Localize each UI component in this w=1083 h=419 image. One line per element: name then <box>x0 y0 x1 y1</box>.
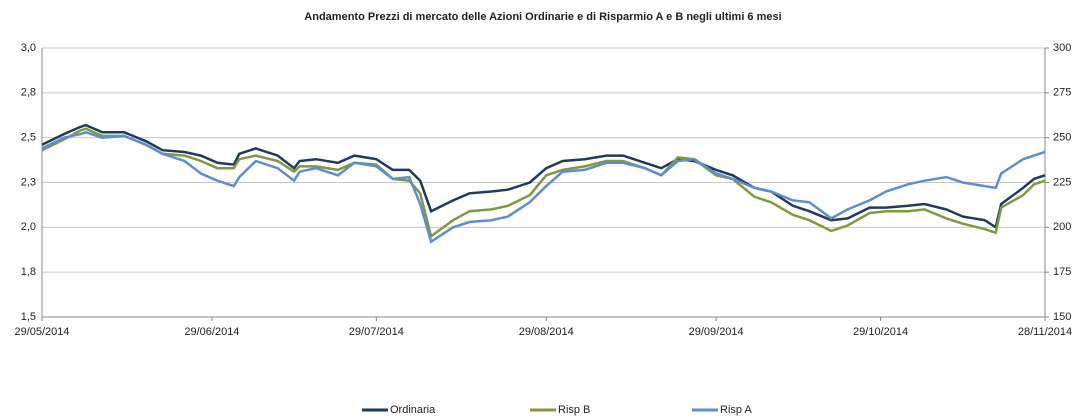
y-tick-label: 2,8 <box>21 87 36 99</box>
x-tick-label: 28/11/2014 <box>1018 326 1072 338</box>
y2-tick-label: 225 <box>1053 176 1071 188</box>
y2-tick-label: 150 <box>1053 311 1071 323</box>
legend-label: Ordinaria <box>390 404 436 416</box>
y2-tick-label: 300 <box>1053 42 1071 54</box>
chart-title: Andamento Prezzi di mercato delle Azioni… <box>304 11 781 23</box>
y-tick-label: 1,5 <box>21 311 36 323</box>
x-tick-label: 29/09/2014 <box>689 326 744 338</box>
y-tick-label: 1,8 <box>21 266 36 278</box>
x-tick-label: 29/05/2014 <box>14 326 69 338</box>
x-tick-label: 29/06/2014 <box>184 326 239 338</box>
legend-label: Risp A <box>720 404 752 416</box>
y-tick-label: 2,5 <box>21 132 36 144</box>
y2-tick-label: 275 <box>1053 87 1071 99</box>
x-tick-label: 29/10/2014 <box>853 326 908 338</box>
y2-tick-label: 200 <box>1053 221 1071 233</box>
series-line <box>41 123 1046 230</box>
y-tick-label: 2,3 <box>21 176 36 188</box>
legend-label: Risp B <box>558 404 590 416</box>
y2-tick-label: 175 <box>1053 266 1071 278</box>
series-line <box>41 130 1046 244</box>
y-tick-label: 2,0 <box>21 221 36 233</box>
series-line <box>41 127 1046 239</box>
x-tick-label: 29/08/2014 <box>519 326 574 338</box>
y-tick-label: 3,0 <box>21 42 36 54</box>
y2-tick-label: 250 <box>1053 132 1071 144</box>
x-tick-label: 29/07/2014 <box>349 326 404 338</box>
